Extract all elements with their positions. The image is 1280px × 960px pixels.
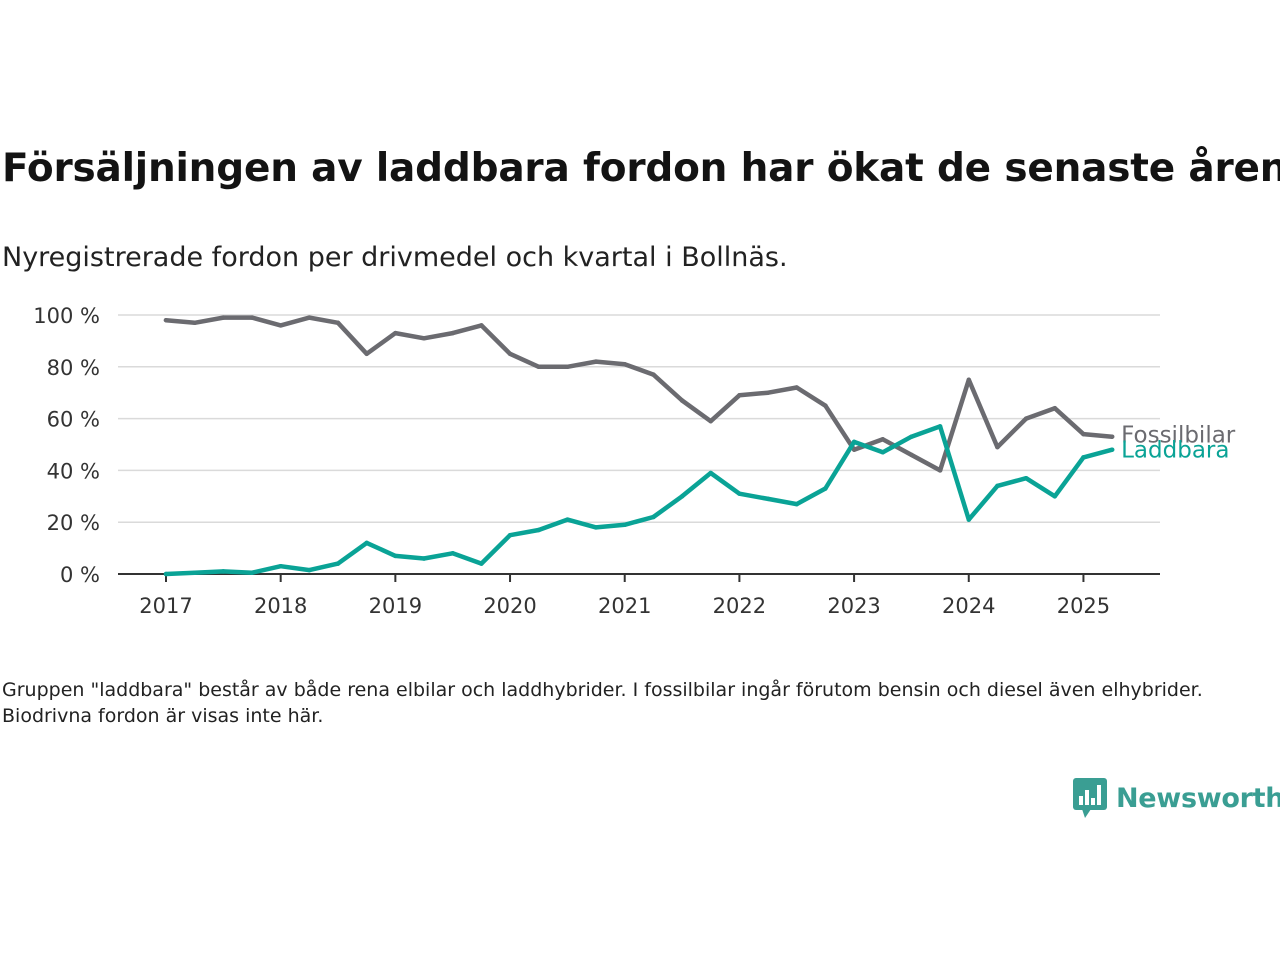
data-point-fossilbilar <box>307 315 312 320</box>
x-tick-label: 2020 <box>483 594 536 618</box>
data-point-laddbara <box>163 571 169 577</box>
brand-name: Newsworthy <box>1116 782 1280 814</box>
data-point-fossilbilar <box>909 452 914 458</box>
data-point-fossilbilar <box>249 315 255 320</box>
line-chart: 0 % 20 % 40 % 60 % 80 % 100 % 2017 2018 2019 2020… <box>33 304 1236 618</box>
data-point-laddbara <box>823 486 828 491</box>
data-point-laddbara <box>909 434 914 439</box>
data-point-fossilbilar <box>450 330 455 336</box>
data-point-fossilbilar <box>335 320 341 326</box>
y-tick-label: 80 % <box>47 356 100 380</box>
data-point-fossilbilar <box>278 323 283 328</box>
series-line-laddbara <box>163 424 1115 577</box>
data-point-fossilbilar <box>995 444 1000 450</box>
data-point-fossilbilar <box>565 364 570 370</box>
data-point-fossilbilar <box>1023 416 1029 421</box>
series-label-laddbara: Laddbara <box>1121 438 1229 464</box>
data-point-laddbara <box>794 501 799 507</box>
data-point-fossilbilar <box>1052 405 1058 411</box>
y-tick-label: 100 % <box>33 304 100 328</box>
data-point-laddbara <box>278 563 283 569</box>
data-point-laddbara <box>450 551 455 556</box>
data-point-laddbara <box>995 483 1000 489</box>
data-point-fossilbilar <box>851 447 857 452</box>
data-point-laddbara <box>565 517 570 522</box>
data-point-laddbara <box>335 561 341 566</box>
x-tick-label: 2023 <box>827 594 880 618</box>
data-point-fossilbilar <box>622 361 627 367</box>
series-line-fossilbilar <box>163 315 1115 473</box>
data-point-laddbara <box>1023 475 1029 481</box>
data-point-laddbara <box>651 514 656 520</box>
chart-title: Försäljningen av laddbara fordon har öka… <box>2 146 1280 191</box>
data-point-fossilbilar <box>593 359 599 364</box>
newsworthy-brand[interactable]: Newsworthy <box>1072 776 1280 820</box>
data-point-laddbara <box>737 491 742 496</box>
data-point-fossilbilar <box>393 330 398 336</box>
chart-series <box>163 315 1115 577</box>
data-point-laddbara <box>937 424 943 429</box>
data-point-fossilbilar <box>536 364 541 370</box>
x-tick-label: 2019 <box>369 594 422 618</box>
data-point-laddbara <box>249 570 255 575</box>
data-point-fossilbilar <box>507 351 513 357</box>
data-point-fossilbilar <box>737 393 742 398</box>
chart-gridlines <box>118 314 1160 523</box>
data-point-laddbara <box>1081 455 1086 460</box>
data-point-fossilbilar <box>765 390 771 395</box>
series-label-fossilbilar: Fossilbilar <box>1121 423 1236 449</box>
chart-subtitle: Nyregistrerade fordon per drivmedel och … <box>2 242 788 273</box>
y-tick-label: 20 % <box>47 511 100 535</box>
x-tick-label: 2017 <box>139 594 192 618</box>
x-tick-label: 2021 <box>598 594 651 618</box>
y-tick-label: 0 % <box>60 563 100 587</box>
data-point-fossilbilar <box>651 372 656 377</box>
data-point-fossilbilar <box>708 418 713 424</box>
data-point-laddbara <box>192 570 197 575</box>
y-tick-label: 40 % <box>47 459 100 483</box>
data-point-laddbara <box>421 556 427 561</box>
data-point-laddbara <box>765 496 771 502</box>
data-point-laddbara <box>536 527 541 533</box>
data-point-fossilbilar <box>823 403 828 408</box>
data-point-laddbara <box>393 553 398 559</box>
data-point-fossilbilar <box>163 317 169 323</box>
chart-axes: 0 % 20 % 40 % 60 % 80 % 100 % 2017 2018 2019 2020… <box>33 304 1160 618</box>
x-tick-label: 2024 <box>942 594 995 618</box>
data-point-laddbara <box>708 470 713 476</box>
x-tick-label: 2018 <box>254 594 307 618</box>
data-point-fossilbilar <box>966 377 972 383</box>
data-point-laddbara <box>851 439 857 445</box>
data-point-fossilbilar <box>479 323 484 328</box>
data-point-laddbara <box>966 517 972 522</box>
data-point-fossilbilar <box>192 320 197 326</box>
data-point-laddbara <box>1109 447 1115 452</box>
footnote: Gruppen "laddbara" består av både rena e… <box>2 679 1203 727</box>
data-point-fossilbilar <box>364 351 369 357</box>
data-point-fossilbilar <box>1081 431 1086 437</box>
x-tick-label: 2022 <box>713 594 766 618</box>
data-point-fossilbilar <box>421 336 427 341</box>
data-point-laddbara <box>507 532 513 538</box>
y-tick-label: 60 % <box>47 408 100 432</box>
data-point-laddbara <box>479 561 484 566</box>
data-point-laddbara <box>880 450 886 455</box>
data-point-fossilbilar <box>679 398 685 403</box>
data-point-fossilbilar <box>221 315 226 320</box>
data-point-laddbara <box>364 540 369 546</box>
newsworthy-logo-icon <box>1073 778 1107 818</box>
x-tick-label: 2025 <box>1057 594 1110 618</box>
data-point-laddbara <box>622 522 627 528</box>
data-point-fossilbilar <box>1109 434 1115 439</box>
data-point-fossilbilar <box>794 385 799 390</box>
data-point-laddbara <box>679 494 685 499</box>
data-point-laddbara <box>593 525 599 530</box>
data-point-laddbara <box>221 569 226 574</box>
data-point-fossilbilar <box>880 437 886 442</box>
data-point-fossilbilar <box>937 468 943 473</box>
data-point-laddbara <box>1052 494 1058 499</box>
data-point-laddbara <box>307 567 312 573</box>
